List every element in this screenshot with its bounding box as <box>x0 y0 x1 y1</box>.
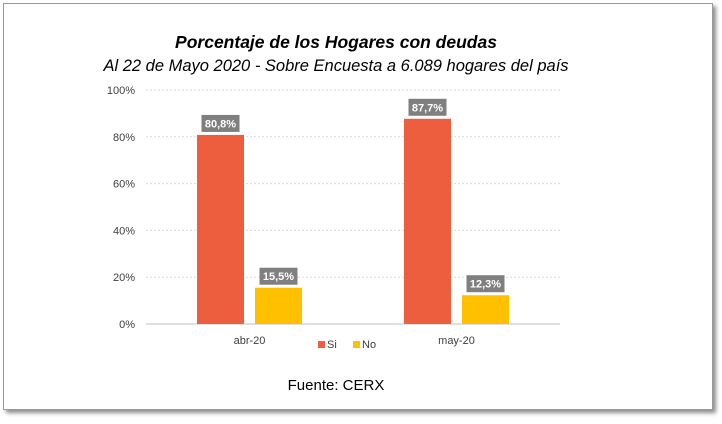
data-label: 12,3% <box>470 279 501 291</box>
source-note: Fuente: CERX <box>288 377 385 394</box>
y-tick-label: 0% <box>119 319 135 331</box>
data-label: 87,7% <box>412 102 443 114</box>
y-tick-label: 80% <box>113 132 135 144</box>
legend-label-si: Si <box>327 339 337 351</box>
chart-title: Porcentaje de los Hogares con deudas <box>175 32 497 52</box>
y-axis-ticks: 0% 20% 40% 60% 80% 100% <box>107 85 135 331</box>
data-label: 15,5% <box>263 271 294 283</box>
bar-no-abr-20 <box>255 287 302 324</box>
data-label-bg <box>408 98 447 116</box>
x-axis-categories: abr-20 may-20 <box>234 335 475 347</box>
data-label-bg <box>466 275 505 293</box>
bar-no-may-20 <box>462 295 509 324</box>
y-tick-label: 20% <box>113 272 135 284</box>
legend-label-no: No <box>362 339 376 351</box>
y-tick-label: 100% <box>107 85 135 97</box>
x-tick-label: may-20 <box>438 335 475 347</box>
data-label-bg <box>201 114 240 132</box>
legend-swatch-si <box>318 341 325 348</box>
legend-swatch-no <box>353 341 360 348</box>
y-tick-label: 60% <box>113 179 135 191</box>
data-label: 80,8% <box>205 118 236 130</box>
data-label-bg <box>259 267 298 285</box>
bar-si-abr-20 <box>197 134 244 324</box>
y-tick-label: 40% <box>113 225 135 237</box>
legend: Si No <box>318 339 376 351</box>
bar-si-may-20 <box>404 118 451 324</box>
x-tick-label: abr-20 <box>234 335 266 347</box>
chart-subtitle: Al 22 de Mayo 2020 - Sobre Encuesta a 6.… <box>102 57 568 75</box>
bars: 80,8% 15,5% 87,7% 12,3% <box>197 98 509 324</box>
